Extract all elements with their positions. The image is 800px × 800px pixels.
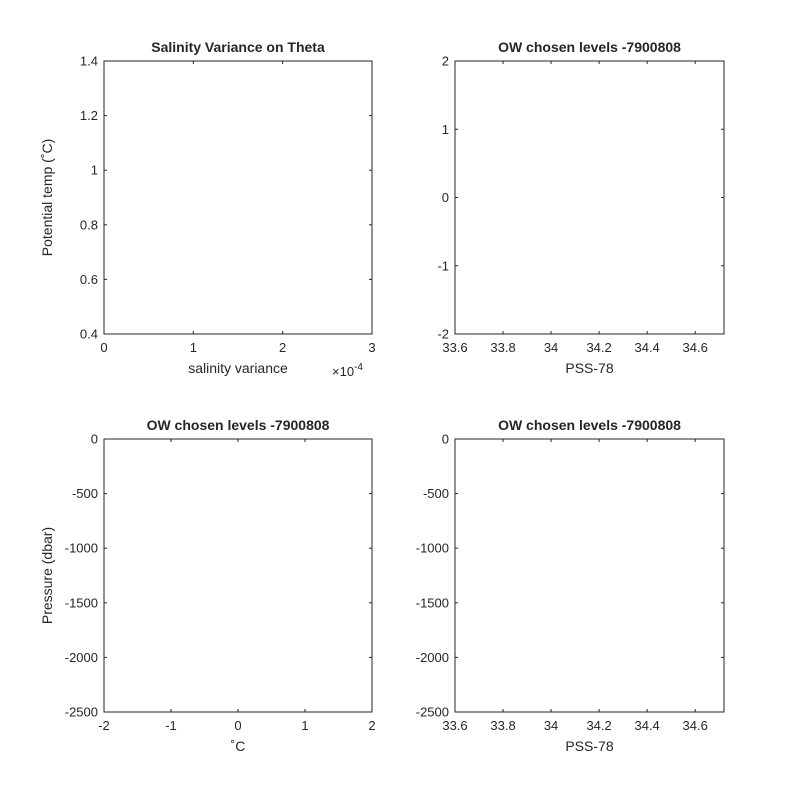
y-tick-label: -1500 (65, 595, 98, 610)
x-axis-label: ˚C (231, 738, 246, 754)
x-tick-label: 34.4 (634, 340, 659, 355)
x-exponent-label: ×10-4 (332, 362, 363, 379)
chart-title: Salinity Variance on Theta (151, 39, 325, 55)
x-tick-label: 34.6 (683, 340, 708, 355)
y-tick-label: 0 (442, 432, 449, 447)
y-tick-label: 1.2 (80, 108, 98, 123)
chart-panel-1: 0 1 2 3 0.4 0.6 0.8 1 1.2 1.4 Salinity Variance on… (39, 39, 376, 379)
y-tick-label: 0.8 (80, 217, 98, 232)
x-tick-label: 34.2 (586, 340, 611, 355)
chart-panel-4: 33.6 33.8 34 34.2 34.4 34.6 -2500 -2000 -1500 -10… (416, 417, 725, 754)
y-tick-label: -1000 (416, 541, 449, 556)
x-tick-label: 33.8 (490, 718, 515, 733)
y-tick-label: 2 (442, 54, 449, 69)
y-tick-label: 0 (91, 432, 98, 447)
y-tick-label: 0 (442, 190, 449, 205)
x-tick-label: 0 (234, 718, 241, 733)
chart-panel-3: -2 -1 0 1 2 -2500 -2000 -1500 -1000 -500 0 OW chose… (39, 417, 376, 754)
x-tick-label: 0 (100, 340, 107, 355)
y-axis-label: Pressure (dbar) (39, 527, 55, 624)
x-tick-label: 2 (368, 718, 375, 733)
y-tick-label: -2 (437, 327, 449, 342)
y-tick-label: -500 (72, 486, 98, 501)
y-tick-label: -1 (437, 258, 449, 273)
x-tick-label: 34.6 (683, 718, 708, 733)
y-tick-label: -2000 (65, 650, 98, 665)
x-tick-label: 1 (190, 340, 197, 355)
y-axis-label: Potential temp (˚C) (39, 139, 55, 256)
x-axis-label: PSS-78 (565, 360, 613, 376)
axes-box (103, 438, 373, 713)
y-tick-label: 0.4 (80, 327, 98, 342)
y-tick-label: -2500 (416, 705, 449, 720)
x-tick-label: 3 (368, 340, 375, 355)
x-tick-label: 33.6 (442, 718, 467, 733)
x-tick-label: 34 (544, 340, 558, 355)
y-tick-label: -2500 (65, 705, 98, 720)
x-tick-label: 34 (544, 718, 558, 733)
axes-box (454, 60, 725, 335)
y-tick-label: 1.4 (80, 54, 98, 69)
y-tick-label: -500 (423, 486, 449, 501)
chart-title: OW chosen levels -7900808 (498, 39, 681, 55)
x-tick-label: 33.8 (490, 340, 515, 355)
axes-box (103, 60, 373, 335)
y-tick-label: 1 (91, 163, 98, 178)
x-tick-label: -2 (98, 718, 110, 733)
x-tick-label: 1 (301, 718, 308, 733)
chart-panel-2: 33.6 33.8 34 34.2 34.4 34.6 -2 -1 0 1 2 OW chosen l… (437, 39, 725, 376)
x-axis-label: salinity variance (188, 360, 288, 376)
x-tick-label: 34.2 (586, 718, 611, 733)
y-tick-label: -1000 (65, 541, 98, 556)
x-tick-label: 34.4 (634, 718, 659, 733)
x-tick-label: 33.6 (442, 340, 467, 355)
x-tick-label: 2 (279, 340, 286, 355)
axes-box (454, 438, 725, 713)
y-tick-label: -2000 (416, 650, 449, 665)
x-axis-label: PSS-78 (565, 738, 613, 754)
x-tick-label: -1 (165, 718, 177, 733)
y-tick-label: -1500 (416, 595, 449, 610)
chart-title: OW chosen levels -7900808 (147, 417, 330, 433)
chart-title: OW chosen levels -7900808 (498, 417, 681, 433)
y-tick-label: 0.6 (80, 272, 98, 287)
y-tick-label: 1 (442, 122, 449, 137)
